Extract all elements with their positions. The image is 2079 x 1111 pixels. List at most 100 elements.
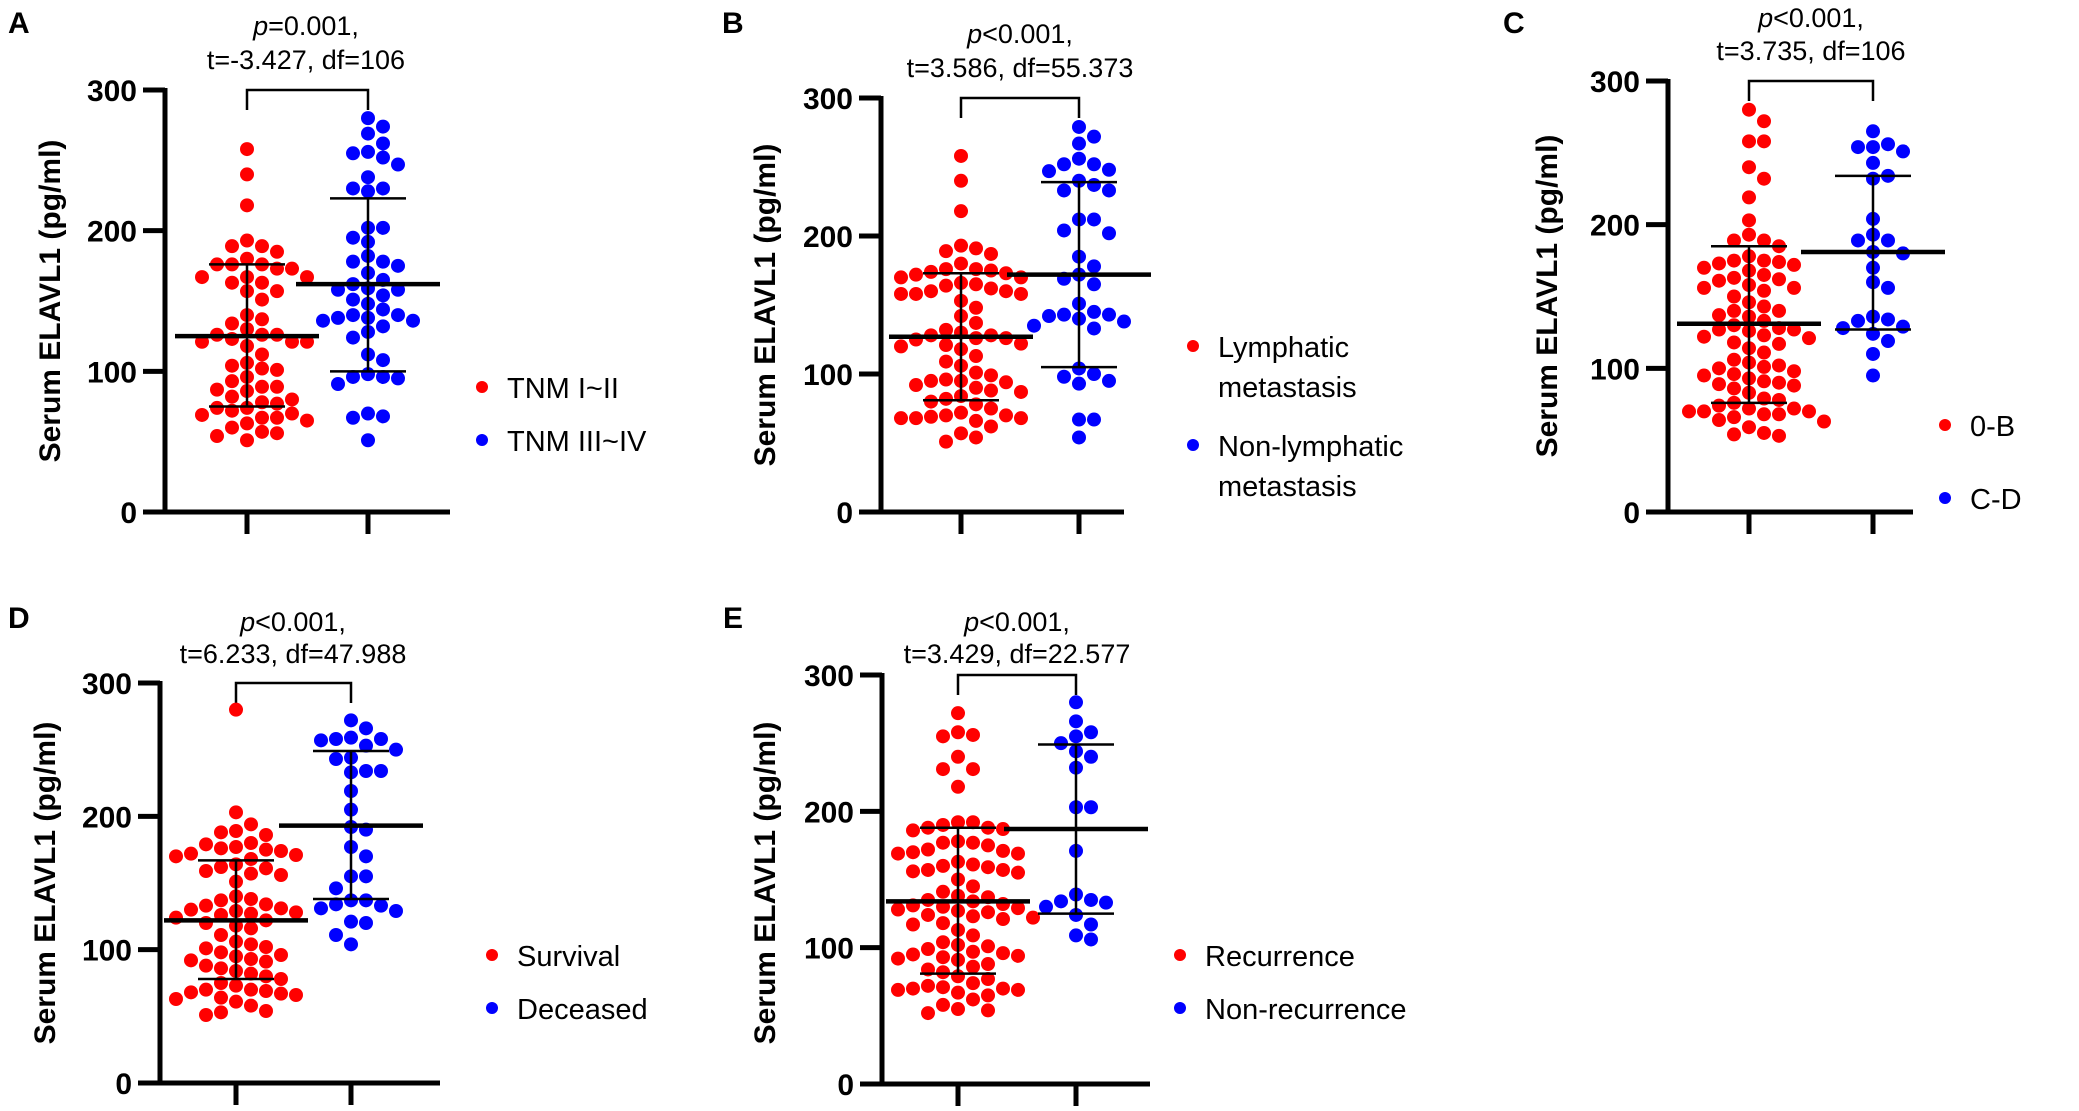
data-point: [951, 1002, 965, 1017]
data-point: [1084, 725, 1098, 740]
data-point: [1084, 932, 1098, 947]
data-point: [981, 838, 995, 853]
y-tick-label: 100: [82, 935, 132, 968]
data-point: [210, 400, 224, 415]
data-point: [169, 849, 183, 864]
panel-letter-e: E: [723, 602, 743, 635]
legend-label: 0-B: [1970, 411, 2015, 443]
data-point: [1727, 289, 1741, 304]
data-point: [921, 1006, 935, 1021]
data-point: [1099, 895, 1113, 910]
data-point: [1072, 136, 1086, 151]
data-point: [894, 270, 908, 285]
data-point: [996, 862, 1010, 877]
y-tick-label: 200: [87, 216, 137, 249]
data-point: [184, 953, 198, 968]
y-tick-label: 100: [804, 933, 854, 966]
data-point: [1072, 361, 1086, 376]
stat-line-2: t=6.233, df=47.988: [180, 639, 407, 669]
legend-label: metastasis: [1218, 372, 1357, 404]
p-symbol: p: [963, 607, 979, 637]
legend: Recurrence Non-recurrence: [1174, 941, 1406, 1026]
data-point: [906, 864, 920, 879]
data-point: [214, 1005, 228, 1020]
data-point: [199, 864, 213, 878]
data-point: [1757, 407, 1771, 422]
data-point: [894, 411, 908, 426]
data-point: [244, 892, 258, 906]
data-point: [331, 376, 345, 391]
data-point: [199, 837, 213, 852]
data-point: [1057, 183, 1071, 198]
data-point: [891, 846, 905, 861]
data-point: [1054, 736, 1068, 751]
data-point: [1757, 299, 1771, 314]
data-point: [1072, 412, 1086, 427]
data-point: [285, 392, 299, 407]
data-point: [1102, 162, 1116, 177]
data-point: [244, 817, 258, 832]
data-point: [244, 952, 258, 966]
data-point: [891, 951, 905, 966]
y-tick-label: 0: [836, 497, 853, 530]
data-point: [951, 706, 965, 721]
data-point: [999, 375, 1013, 390]
data-point: [244, 966, 258, 981]
data-point: [1102, 307, 1116, 322]
data-point: [346, 230, 360, 245]
data-point: [361, 170, 375, 185]
data-point: [939, 434, 953, 449]
data-point: [921, 862, 935, 877]
y-tick-label: 100: [1590, 353, 1640, 386]
legend-label: metastasis: [1218, 471, 1357, 503]
data-point: [199, 941, 213, 956]
plot-area: 0 100 200 300: [1590, 66, 1945, 534]
data-point: [210, 429, 224, 444]
data-point: [1757, 345, 1771, 360]
data-point: [1039, 899, 1053, 914]
data-point: [376, 181, 390, 196]
data-point: [214, 961, 228, 976]
data-point: [331, 310, 345, 325]
data-point: [270, 410, 284, 425]
data-point: [1881, 334, 1895, 349]
data-point: [259, 940, 273, 954]
data-point: [1787, 378, 1801, 393]
data-point: [1727, 233, 1741, 248]
plot-area: 0 100 200 300: [87, 75, 450, 534]
data-point: [1866, 140, 1880, 155]
data-point: [1057, 307, 1071, 322]
data-point: [1014, 336, 1028, 351]
data-point: [921, 842, 935, 857]
data-point: [376, 150, 390, 165]
data-point: [1011, 865, 1025, 880]
data-point: [1697, 368, 1711, 383]
data-point: [1757, 171, 1771, 186]
significance-bracket: [956, 673, 1078, 695]
data-point: [391, 308, 405, 323]
stat-line-1: p<0.001,: [239, 607, 346, 637]
data-point: [966, 909, 980, 924]
data-point: [274, 948, 288, 962]
data-point: [1102, 183, 1116, 198]
legend-marker: [1939, 419, 1951, 431]
data-point: [996, 912, 1010, 927]
data-point: [921, 907, 935, 922]
y-axis-label: Serum ELAVL1 (pg/ml): [1531, 135, 1564, 458]
data-point: [909, 411, 923, 426]
p-value: <0.001,: [1773, 3, 1864, 33]
data-point: [391, 371, 405, 386]
data-point: [1727, 410, 1741, 425]
data-point: [229, 702, 243, 717]
data-point: [906, 823, 920, 838]
data-point: [344, 713, 358, 728]
data-point: [361, 433, 375, 448]
y-tick-label: 200: [803, 221, 853, 254]
data-point: [936, 858, 950, 873]
data-point: [981, 905, 995, 920]
data-point: [184, 902, 198, 917]
data-point: [1014, 286, 1028, 301]
panel-letter-c: C: [1503, 7, 1525, 40]
data-point: [1787, 364, 1801, 379]
significance-bracket: [245, 88, 370, 110]
